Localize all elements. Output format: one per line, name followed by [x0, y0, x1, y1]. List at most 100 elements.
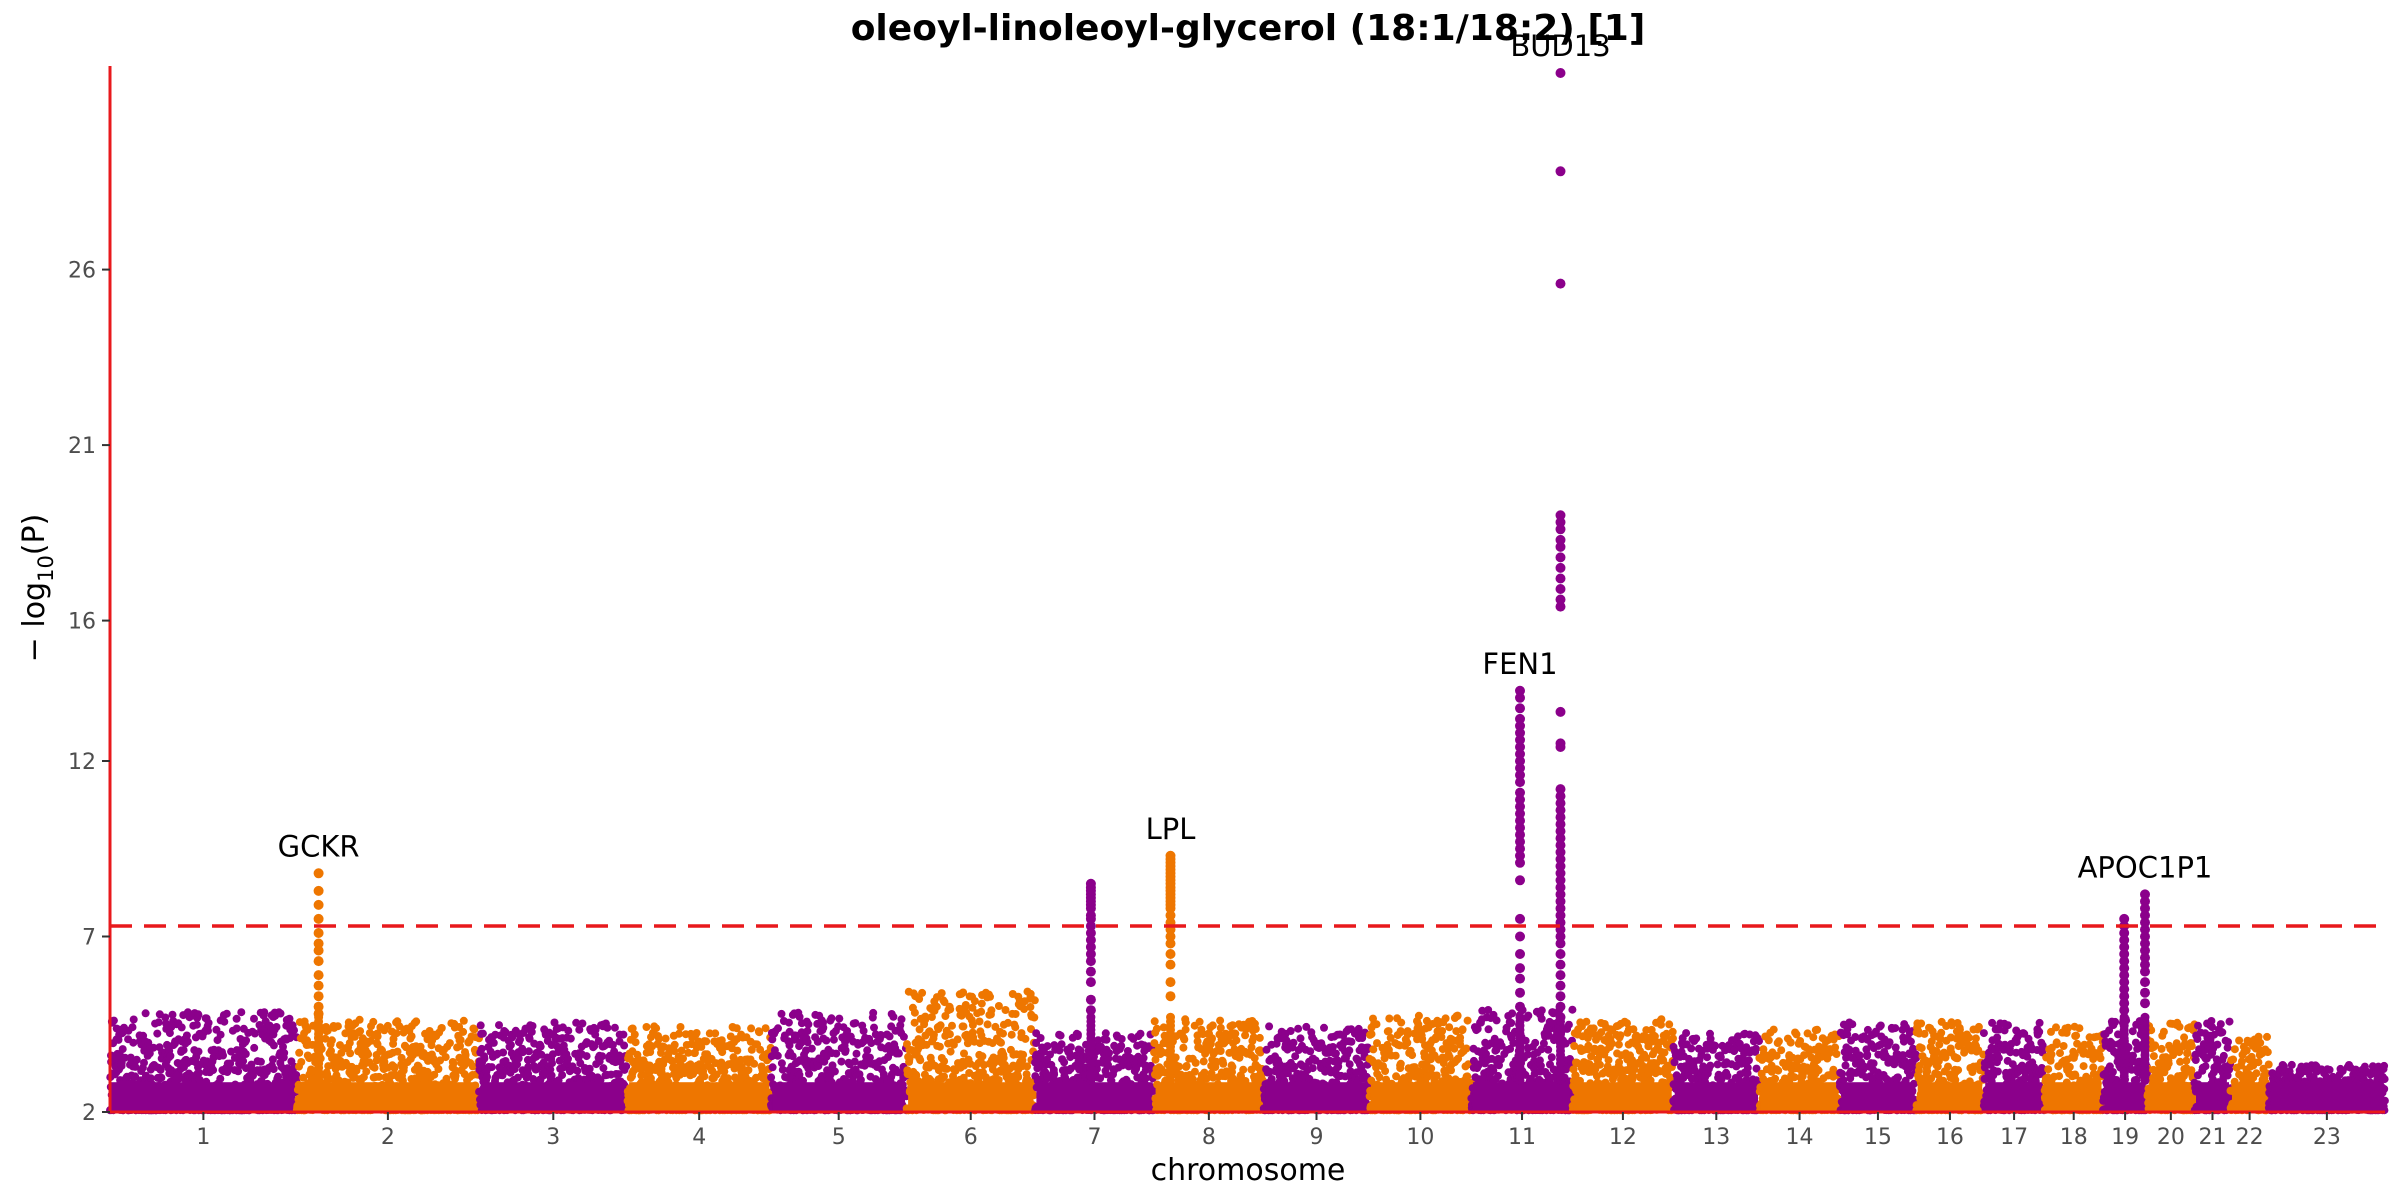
data-point	[129, 1038, 138, 1047]
data-point	[129, 1015, 138, 1024]
data-point	[209, 1066, 218, 1075]
data-point	[829, 1035, 838, 1044]
data-point	[652, 1024, 661, 1033]
data-point	[182, 1031, 191, 1040]
data-point	[953, 1035, 962, 1044]
data-point	[564, 1054, 572, 1063]
data-point	[807, 1044, 816, 1053]
data-point	[1195, 1017, 1204, 1026]
data-point	[285, 1014, 294, 1023]
data-point	[149, 1043, 158, 1052]
data-point	[945, 1030, 954, 1039]
data-point	[483, 1072, 491, 1081]
data-point	[195, 1068, 204, 1077]
data-point	[477, 1044, 486, 1053]
data-point	[986, 992, 994, 1001]
data-point	[692, 1029, 701, 1037]
data-point-band	[480, 1082, 626, 1112]
data-point	[622, 1062, 631, 1071]
data-point	[165, 1029, 174, 1038]
data-point	[620, 1041, 629, 1050]
data-point	[1102, 1035, 1111, 1044]
data-point	[373, 1032, 382, 1041]
data-point	[128, 1023, 137, 1032]
data-point	[327, 1047, 335, 1055]
data-point	[970, 997, 979, 1006]
data-point	[1105, 1049, 1113, 1057]
data-point	[1043, 1042, 1052, 1051]
data-point	[774, 1024, 782, 1033]
data-point	[456, 1036, 465, 1044]
data-points	[106, 68, 2389, 1115]
data-point	[784, 1018, 793, 1027]
data-point	[144, 1038, 153, 1047]
data-point-band	[1036, 1082, 1153, 1112]
data-point	[1001, 1006, 1010, 1014]
data-point	[630, 1030, 639, 1039]
data-point	[631, 1038, 640, 1047]
data-point	[661, 1034, 670, 1043]
data-point	[1056, 1031, 1065, 1040]
data-point	[870, 1023, 878, 1032]
data-point	[290, 1026, 298, 1035]
data-point	[506, 1040, 515, 1049]
data-point	[239, 1057, 248, 1066]
data-point	[1150, 1017, 1159, 1026]
data-point	[1180, 1035, 1189, 1044]
data-point	[598, 1052, 607, 1061]
data-point	[548, 1059, 556, 1068]
data-point	[859, 1026, 868, 1035]
data-point	[383, 1021, 392, 1030]
data-point	[1123, 1047, 1132, 1055]
data-point	[997, 1038, 1005, 1047]
data-point	[437, 1024, 446, 1032]
data-point	[1019, 1050, 1028, 1059]
data-point	[711, 1029, 720, 1038]
data-point	[894, 1049, 903, 1058]
data-point	[416, 1042, 425, 1051]
data-point	[946, 1047, 955, 1056]
data-point	[146, 1074, 155, 1083]
data-point	[940, 1057, 949, 1066]
data-point	[260, 1008, 269, 1017]
data-point	[582, 1052, 591, 1061]
data-point	[269, 1065, 278, 1074]
data-point	[942, 1064, 951, 1073]
data-point	[156, 1065, 165, 1074]
data-point	[241, 1050, 250, 1058]
data-point	[916, 1056, 925, 1065]
data-point	[480, 1054, 489, 1063]
data-point	[564, 1026, 573, 1035]
data-point	[268, 1055, 277, 1064]
data-point	[935, 1042, 944, 1051]
data-point	[869, 1008, 878, 1017]
data-point	[1021, 1034, 1030, 1043]
data-point	[392, 1029, 401, 1038]
data-point	[642, 1023, 651, 1031]
data-point	[1014, 1073, 1023, 1081]
data-point	[536, 1042, 545, 1051]
data-point	[841, 1046, 850, 1055]
data-point	[279, 1042, 287, 1051]
data-point	[524, 1047, 533, 1056]
data-point	[478, 1029, 487, 1038]
data-point	[362, 1067, 371, 1076]
data-point	[1181, 1018, 1190, 1027]
data-point	[220, 1017, 229, 1026]
data-point	[975, 1017, 984, 1026]
data-point	[216, 1030, 225, 1039]
data-point	[303, 1025, 312, 1034]
data-point	[1007, 1030, 1016, 1039]
data-point	[269, 1041, 278, 1050]
data-point	[863, 1046, 872, 1055]
data-point	[830, 1067, 839, 1076]
data-point	[249, 1071, 257, 1080]
chart-title: oleoyl-linoleoyl-glycerol (18:1/18:2) [1…	[851, 8, 1646, 49]
data-point	[109, 1016, 118, 1025]
data-point	[157, 1073, 166, 1082]
data-point	[393, 1047, 402, 1056]
data-point-band	[772, 1082, 906, 1112]
data-point	[1179, 1043, 1188, 1052]
data-point	[163, 1040, 171, 1049]
data-point	[459, 1016, 468, 1025]
